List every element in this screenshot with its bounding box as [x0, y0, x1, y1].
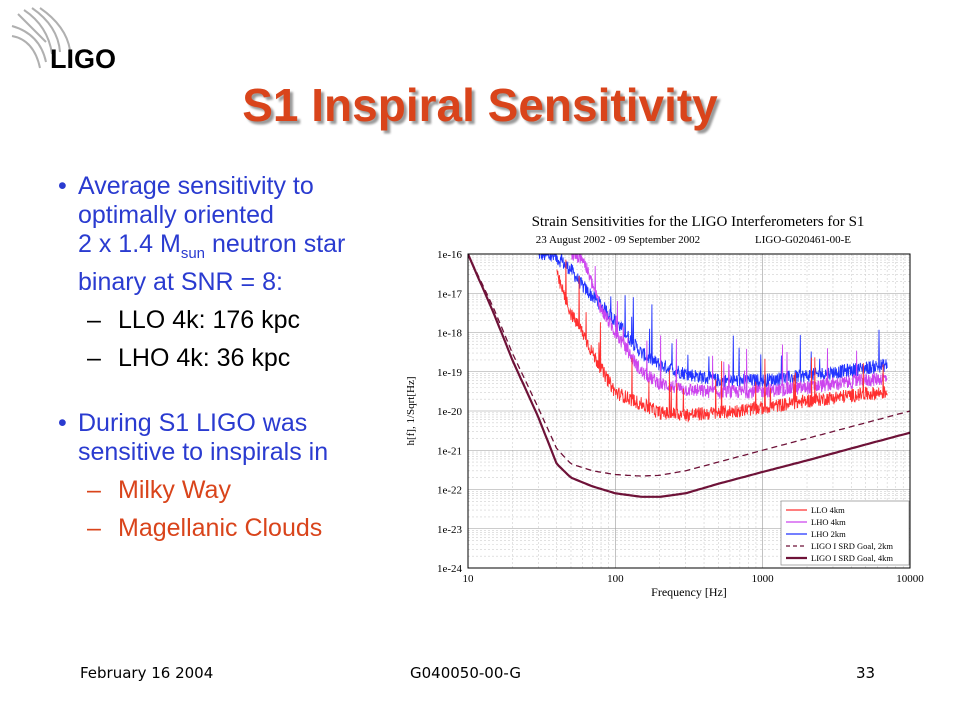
- bullet-marker: •: [58, 172, 67, 200]
- x-tick-label: 10000: [896, 573, 924, 585]
- dash-marker: –: [87, 306, 101, 334]
- x-tick-label: 1000: [752, 573, 775, 585]
- y-tick-label: 1e-23: [437, 524, 463, 536]
- y-tick-label: 1e-21: [437, 445, 462, 457]
- plot-frame: [467, 253, 911, 569]
- chart-title: Strain Sensitivities for the LIGO Interf…: [532, 214, 865, 230]
- dash-marker: –: [87, 476, 101, 504]
- chart-doc-id: LIGO-G020461-00-E: [755, 234, 851, 246]
- mass-value: 2 x 1.4 M: [78, 230, 181, 258]
- y-tick-label: 1e-17: [437, 288, 463, 300]
- mass-subscript: sun: [180, 245, 206, 262]
- footer-doc-id: G040050-00-G: [410, 664, 521, 682]
- series-llo-4km: [556, 259, 888, 423]
- y-axis-label: h[f], 1/Sqrt[Hz]: [405, 376, 417, 445]
- x-tick-label: 100: [607, 573, 624, 585]
- sub-bullet-milky-way: – Milky Way: [60, 476, 440, 505]
- bullet-text-line: sensitive to inspirals in: [78, 438, 329, 466]
- bullet-text-line: binary at SNR = 8:: [78, 268, 283, 296]
- strain-sensitivity-chart: Strain Sensitivities for the LIGO Interf…: [405, 214, 924, 599]
- ligo-waves-logo: LIGO: [11, 7, 116, 74]
- legend-label: LLO 4km: [811, 505, 845, 515]
- logo-text: LIGO: [50, 44, 116, 74]
- bullet-text-line: Average sensitivity to: [78, 172, 314, 200]
- bullet-list: • Average sensitivity to optimally orien…: [58, 172, 440, 543]
- series-ligo-i-srd-goal-2km: [468, 254, 910, 477]
- y-tick-label: 1e-20: [437, 406, 463, 418]
- sub-bullet-text: Milky Way: [118, 476, 231, 504]
- chart-date-range: 23 August 2002 - 09 September 2002: [536, 234, 700, 246]
- slide-title: S1 Inspiral Sensitivity: [242, 79, 718, 131]
- sub-bullet-text: LHO 4k: 36 kpc: [118, 344, 291, 372]
- legend-box: [780, 500, 910, 566]
- y-tick-label: 1e-24: [437, 563, 463, 575]
- bullet-text-line: 2 x 1.4 Msun neutron star: [78, 230, 440, 268]
- legend-label: LIGO I SRD Goal, 2km: [811, 541, 893, 551]
- dash-marker: –: [87, 514, 101, 542]
- sub-bullet-lho: – LHO 4k: 36 kpc: [60, 344, 440, 373]
- sub-bullet-magellanic: – Magellanic Clouds: [60, 514, 440, 543]
- sub-bullet-text: LLO 4k: 176 kpc: [118, 306, 301, 334]
- sub-bullet-llo: – LLO 4k: 176 kpc: [60, 306, 440, 335]
- bullet-sensitivity: • Average sensitivity to optimally orien…: [58, 172, 440, 297]
- bullet-text-line: optimally oriented: [78, 201, 274, 229]
- y-tick-label: 1e-18: [437, 328, 463, 340]
- y-tick-label: 1e-19: [437, 367, 463, 379]
- neutron-star-text: neutron star: [205, 230, 346, 258]
- bullet-marker: •: [58, 409, 67, 437]
- y-tick-label: 1e-22: [437, 485, 462, 497]
- bullet-text-line: During S1 LIGO was: [78, 409, 308, 437]
- x-axis-label: Frequency [Hz]: [651, 585, 727, 599]
- sub-bullet-text: Magellanic Clouds: [118, 514, 323, 542]
- dash-marker: –: [87, 344, 101, 372]
- legend-label: LIGO I SRD Goal, 4km: [811, 553, 893, 563]
- footer-page-number: 33: [856, 664, 876, 682]
- bullet-during-s1: • During S1 LIGO was sensitive to inspir…: [58, 409, 440, 467]
- series-lho-4km: [570, 254, 888, 400]
- legend-label: LHO 2km: [811, 529, 846, 539]
- legend-label: LHO 4km: [811, 517, 846, 527]
- footer-date: February 16 2004: [80, 664, 214, 682]
- x-tick-label: 10: [463, 573, 475, 585]
- y-tick-label: 1e-16: [437, 249, 463, 261]
- series-ligo-i-srd-goal-4km: [468, 254, 910, 498]
